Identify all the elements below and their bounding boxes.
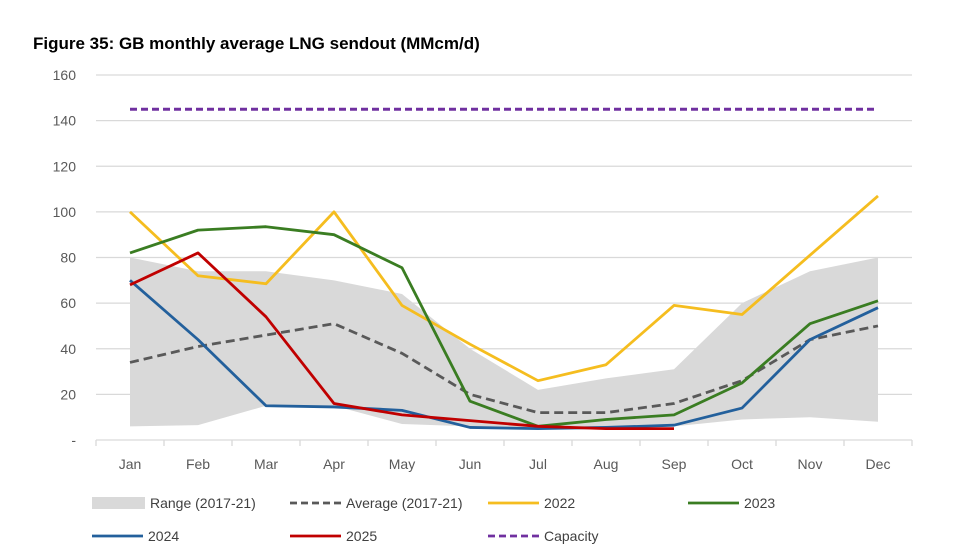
x-tick-label: Dec: [866, 456, 891, 472]
x-tick-label: Mar: [254, 456, 278, 472]
y-tick-label: 60: [60, 295, 76, 311]
series-line-2022: [129, 194, 879, 383]
y-tick-label: 120: [53, 158, 77, 174]
series-line-2024: [129, 279, 879, 430]
range-band: [130, 257, 878, 429]
legend-label: 2023: [744, 495, 775, 511]
legend-label: Capacity: [544, 528, 598, 544]
series-line-2023: [129, 225, 879, 428]
x-tick-label: Apr: [323, 456, 345, 472]
chart-title: Figure 35: GB monthly average LNG sendou…: [33, 34, 480, 53]
x-tick-label: Sep: [662, 456, 687, 472]
y-tick-label: 20: [60, 386, 76, 402]
x-tick-label: Oct: [731, 456, 753, 472]
y-tick-label: 140: [53, 113, 77, 129]
legend-label: Average (2017-21): [346, 495, 462, 511]
x-tick-label: Feb: [186, 456, 210, 472]
y-tick-label: 40: [60, 341, 76, 357]
y-tick-label: 80: [60, 250, 76, 266]
legend-label-range: Range (2017-21): [150, 495, 256, 511]
y-tick-label: 160: [53, 67, 77, 83]
x-tick-label: Jan: [119, 456, 142, 472]
x-tick-label: Jun: [459, 456, 482, 472]
series-line-2025: [129, 251, 674, 430]
x-tick-label: Jul: [529, 456, 547, 472]
x-tick-label: Nov: [798, 456, 823, 472]
series-line-average-2017-21-: [129, 322, 879, 415]
y-tick-label: 100: [53, 204, 77, 220]
legend-label: 2024: [148, 528, 179, 544]
legend-swatch-range: [92, 497, 145, 509]
legend-label: 2022: [544, 495, 575, 511]
x-tick-label: Aug: [594, 456, 619, 472]
x-tick-label: May: [389, 456, 415, 472]
y-tick-label: -: [71, 432, 76, 448]
legend-label: 2025: [346, 528, 377, 544]
